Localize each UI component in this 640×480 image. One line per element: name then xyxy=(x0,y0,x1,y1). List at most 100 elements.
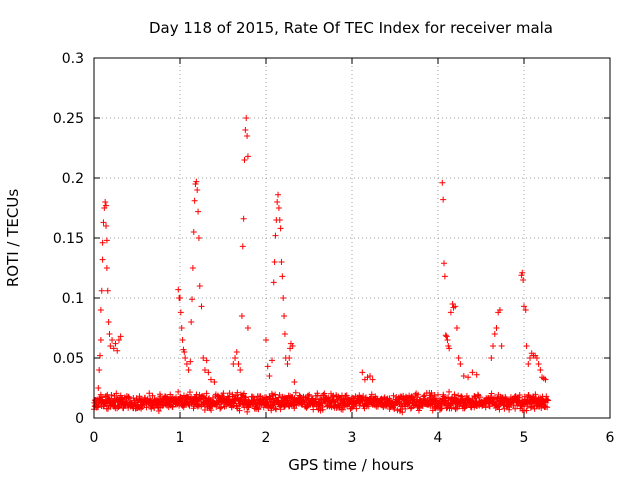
data-point xyxy=(281,313,288,319)
data-point xyxy=(96,367,103,373)
baseline-point xyxy=(353,405,360,412)
data-point xyxy=(200,355,207,361)
data-point xyxy=(103,202,110,209)
data-point xyxy=(496,307,503,313)
x-tick-label: 4 xyxy=(434,430,443,446)
data-point xyxy=(286,355,293,361)
data-point xyxy=(367,373,374,379)
y-tick-label: 0.2 xyxy=(62,171,84,187)
x-tick-label: 5 xyxy=(520,430,529,446)
x-axis-label: GPS time / hours xyxy=(288,456,414,474)
baseline-point xyxy=(169,404,176,411)
data-point xyxy=(177,295,183,301)
y-tick-label: 0.25 xyxy=(53,111,84,127)
data-point xyxy=(444,337,451,343)
data-point xyxy=(188,319,195,325)
baseline-point xyxy=(225,395,232,402)
baseline-point xyxy=(309,395,316,402)
data-point xyxy=(240,215,247,222)
data-point xyxy=(266,373,273,379)
data-point xyxy=(117,333,124,340)
baseline-point xyxy=(527,404,534,411)
data-point xyxy=(440,196,447,203)
data-point xyxy=(175,286,182,293)
data-point xyxy=(207,376,214,383)
data-point xyxy=(443,333,450,340)
data-point xyxy=(181,349,188,355)
baseline-point xyxy=(407,405,414,412)
data-point xyxy=(460,373,467,379)
baseline-point xyxy=(242,394,249,401)
data-point xyxy=(490,343,497,349)
baseline-point xyxy=(523,407,530,414)
data-point xyxy=(243,115,250,121)
data-point xyxy=(447,309,454,316)
baseline-point xyxy=(155,407,162,414)
data-point xyxy=(264,363,271,370)
data-point xyxy=(193,178,200,185)
baseline-point xyxy=(180,404,187,411)
data-point xyxy=(102,199,109,205)
baseline-point xyxy=(226,390,233,397)
data-point xyxy=(457,361,464,367)
baseline-point xyxy=(276,391,283,398)
chart-title: Day 118 of 2015, Rate Of TEC Index for r… xyxy=(149,19,553,37)
baseline-point xyxy=(255,406,262,413)
x-tick-label: 3 xyxy=(348,430,357,446)
baseline-point xyxy=(223,403,230,410)
y-tick-label: 0.1 xyxy=(62,291,84,307)
x-tick-label: 1 xyxy=(176,430,185,446)
x-tick-label: 2 xyxy=(262,430,271,446)
baseline-point xyxy=(146,390,153,397)
baseline-point xyxy=(203,390,210,397)
baseline-point xyxy=(448,405,455,412)
data-point xyxy=(232,355,239,361)
data-point xyxy=(99,239,106,246)
data-point xyxy=(276,217,283,223)
baseline-point xyxy=(394,399,401,406)
data-point xyxy=(280,295,287,301)
data-point xyxy=(488,355,495,361)
data-point xyxy=(185,367,192,373)
data-point xyxy=(520,277,527,283)
data-point xyxy=(115,337,122,343)
baseline-point xyxy=(348,405,355,412)
baseline-point xyxy=(402,405,409,412)
data-point xyxy=(446,345,453,352)
data-point xyxy=(275,191,282,198)
y-tick-label: 0.3 xyxy=(62,51,84,67)
data-point xyxy=(203,357,210,364)
data-point xyxy=(359,369,366,376)
baseline-point xyxy=(365,403,372,410)
data-point xyxy=(281,331,288,337)
baseline-point xyxy=(113,390,120,397)
data-point xyxy=(452,303,459,310)
baseline-point xyxy=(532,391,539,398)
baseline-point xyxy=(244,408,251,415)
data-point xyxy=(442,332,449,339)
data-point xyxy=(244,325,251,331)
baseline-point xyxy=(220,390,227,397)
y-tick-label: 0 xyxy=(75,411,84,427)
data-point xyxy=(182,355,189,361)
baseline-point xyxy=(524,403,531,410)
data-point xyxy=(109,337,116,343)
baseline-point xyxy=(488,390,495,397)
data-point xyxy=(106,331,113,337)
data-point xyxy=(271,259,278,265)
data-point xyxy=(279,273,286,280)
x-tick-label: 6 xyxy=(606,430,615,446)
baseline-point xyxy=(97,391,104,398)
baseline-point xyxy=(512,405,519,412)
data-point xyxy=(522,307,529,313)
data-point xyxy=(277,225,284,232)
data-point xyxy=(187,358,194,365)
baseline-point xyxy=(314,392,321,399)
y-tick-label: 0.15 xyxy=(53,231,84,247)
data-point xyxy=(211,379,218,385)
data-point xyxy=(103,237,110,244)
data-point xyxy=(98,287,105,294)
baseline-point xyxy=(272,405,279,412)
data-point xyxy=(105,319,112,325)
data-point xyxy=(189,296,196,303)
